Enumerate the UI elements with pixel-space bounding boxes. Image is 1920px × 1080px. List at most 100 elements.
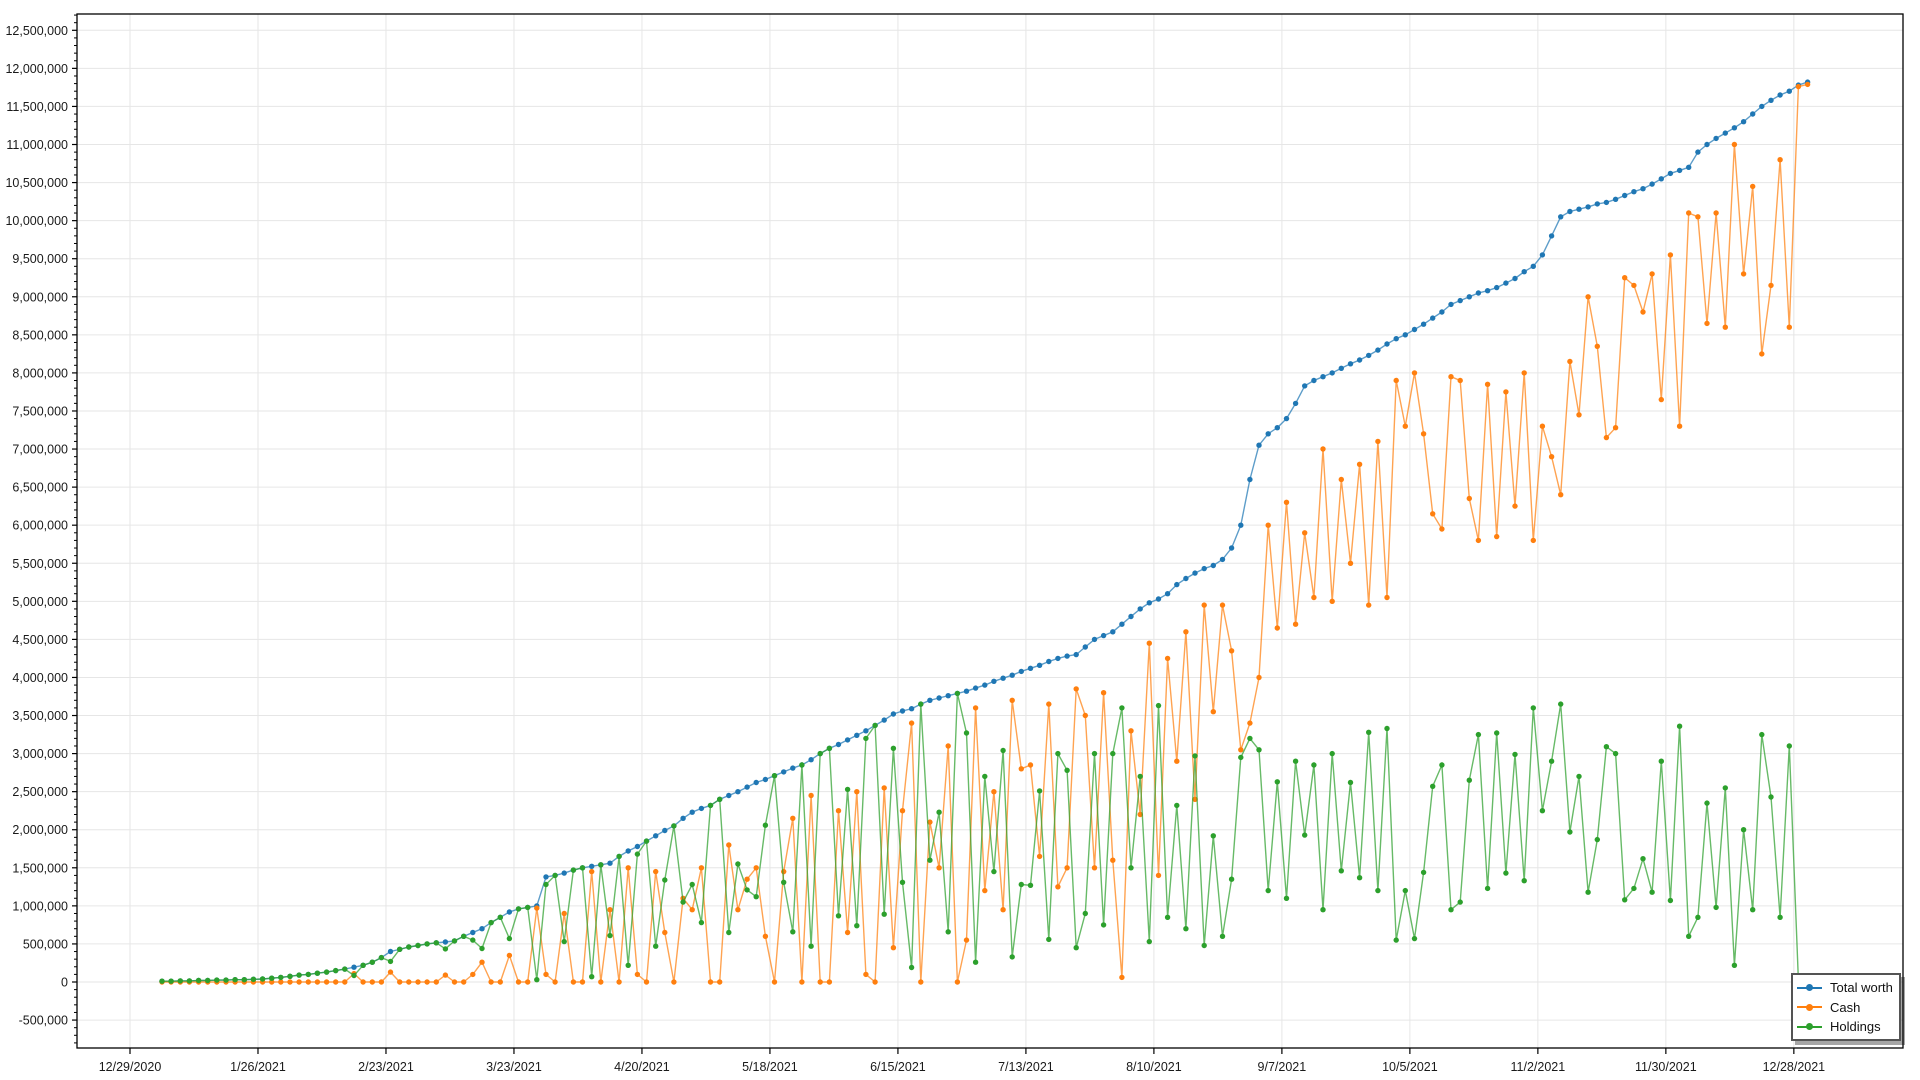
data-point-cash	[1585, 294, 1591, 300]
data-point-cash	[826, 979, 833, 985]
data-point-cash	[1256, 674, 1262, 681]
data-point-cash	[369, 979, 375, 985]
data-point-cash	[844, 929, 851, 936]
data-point-holdings	[936, 809, 942, 815]
data-point-holdings	[899, 879, 906, 885]
data-point-total-worth	[1055, 655, 1061, 662]
data-point-total-worth	[1292, 400, 1299, 407]
data-point-cash	[1558, 492, 1564, 498]
data-point-holdings	[579, 865, 586, 871]
data-point-cash	[1722, 324, 1729, 330]
y-tick-label: 3,500,000	[12, 709, 68, 723]
data-point-cash	[616, 979, 622, 985]
data-point-cash	[525, 979, 531, 985]
data-point-cash	[1777, 157, 1783, 163]
data-point-total-worth	[1558, 214, 1564, 220]
data-point-holdings	[506, 935, 513, 942]
data-point-holdings	[479, 945, 485, 952]
data-point-holdings	[1768, 794, 1774, 800]
data-point-cash	[808, 792, 814, 799]
legend-item-cash: Cash	[1797, 998, 1895, 1016]
data-point-holdings	[1201, 942, 1207, 949]
data-point-holdings	[525, 904, 531, 911]
data-point-holdings	[451, 938, 458, 944]
data-point-cash	[1658, 396, 1665, 403]
data-point-holdings	[1347, 779, 1354, 786]
data-point-holdings	[835, 913, 842, 919]
data-point-total-worth	[1521, 269, 1527, 275]
data-point-cash	[397, 979, 403, 985]
data-point-total-worth	[982, 682, 988, 688]
data-point-cash	[1640, 309, 1646, 315]
data-point-holdings	[1338, 868, 1345, 874]
data-point-holdings	[177, 978, 183, 984]
data-point-holdings	[305, 971, 311, 978]
data-point-cash	[1539, 423, 1546, 429]
data-point-holdings	[1612, 750, 1619, 757]
data-point-holdings	[872, 722, 878, 729]
data-point-holdings	[717, 796, 723, 802]
data-point-holdings	[1484, 885, 1491, 892]
data-point-cash	[908, 720, 915, 726]
data-point-total-worth	[543, 874, 549, 880]
data-point-holdings	[1329, 750, 1335, 757]
data-point-total-worth	[753, 779, 759, 786]
data-point-total-worth	[1155, 596, 1162, 602]
data-point-holdings	[342, 966, 348, 972]
data-point-holdings	[735, 861, 741, 867]
data-point-holdings	[333, 967, 339, 974]
data-point-holdings	[1686, 933, 1692, 939]
x-tick-label: 2/23/2021	[358, 1060, 414, 1074]
data-point-holdings	[799, 762, 805, 768]
data-point-holdings	[1046, 936, 1052, 943]
data-point-cash	[936, 865, 942, 871]
data-point-total-worth	[945, 693, 951, 699]
data-point-cash	[305, 979, 311, 985]
data-point-holdings	[1228, 876, 1235, 882]
data-point-total-worth	[863, 728, 869, 734]
data-point-holdings	[625, 962, 631, 968]
data-point-cash	[1274, 625, 1281, 631]
data-point-cash	[1100, 690, 1107, 696]
legend: Total worth Cash Holdings	[1791, 973, 1901, 1041]
data-point-total-worth	[1494, 284, 1500, 291]
data-point-holdings	[378, 954, 385, 961]
data-point-cash	[771, 979, 778, 985]
data-point-cash	[406, 979, 412, 985]
data-point-cash	[991, 789, 997, 795]
data-point-holdings	[1457, 899, 1463, 905]
data-point-holdings	[1640, 856, 1646, 862]
data-point-holdings	[1631, 885, 1637, 892]
data-point-total-worth	[1009, 672, 1015, 678]
data-point-holdings	[1073, 945, 1079, 951]
y-tick-label: 8,500,000	[12, 328, 68, 342]
data-point-holdings	[1128, 865, 1134, 871]
data-point-holdings	[1603, 744, 1610, 750]
data-point-cash	[634, 971, 641, 978]
data-point-holdings	[945, 929, 951, 935]
data-point-total-worth	[1786, 88, 1793, 94]
y-tick-label: 1,000,000	[12, 899, 68, 913]
data-point-holdings	[534, 977, 540, 983]
data-point-total-worth	[698, 805, 705, 812]
data-point-cash	[625, 865, 631, 871]
x-tick-label: 3/23/2021	[486, 1060, 542, 1074]
data-point-total-worth	[689, 809, 695, 815]
data-point-holdings	[1759, 731, 1765, 738]
data-point-holdings	[1558, 701, 1564, 707]
data-point-cash	[790, 815, 796, 821]
data-point-cash	[1228, 648, 1235, 654]
data-point-total-worth	[1164, 591, 1171, 597]
data-point-holdings	[287, 973, 293, 979]
y-tick-label: 500,000	[23, 937, 68, 951]
data-point-holdings	[406, 944, 412, 950]
data-point-cash	[1594, 343, 1601, 349]
data-point-cash	[1530, 537, 1537, 544]
data-point-cash	[1731, 141, 1738, 148]
data-point-cash	[698, 865, 705, 871]
legend-label-cash: Cash	[1830, 999, 1861, 1015]
data-point-cash	[1366, 602, 1372, 608]
data-point-holdings	[415, 942, 421, 949]
data-point-holdings	[1183, 926, 1189, 932]
